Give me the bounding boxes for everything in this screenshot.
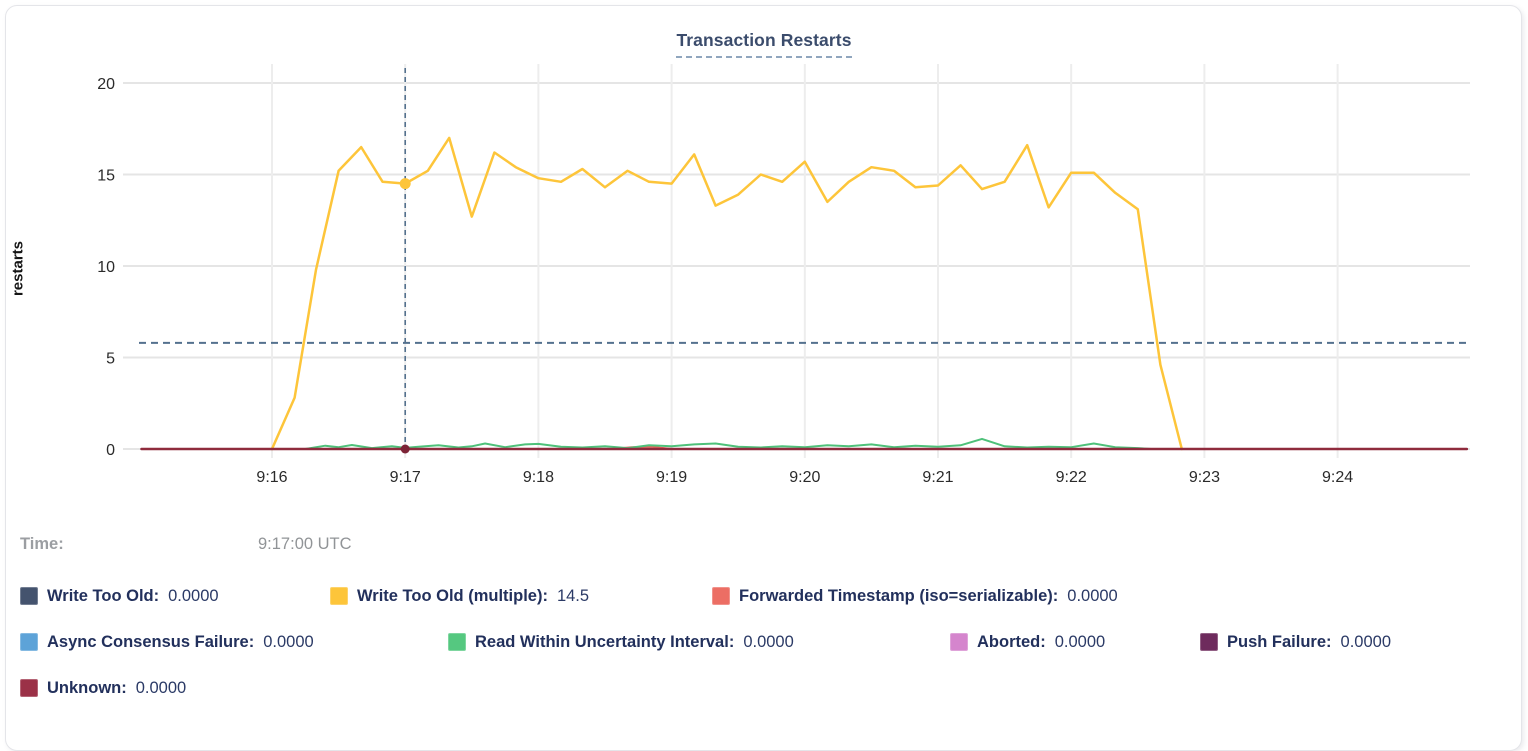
chart-legend: Write Too Old: 0.0000 Write Too Old (multi…	[20, 584, 1510, 722]
legend-label: Write Too Old:	[47, 586, 160, 605]
legend-swatch	[950, 633, 968, 651]
legend-label: Push Failure:	[1227, 632, 1332, 651]
legend-value: 0.0000	[1340, 632, 1391, 651]
legend-swatch	[330, 587, 348, 605]
transaction-restarts-chart[interactable]: 0 5 10 15 20 9:16 9:17 9:18 9:19 9:20 9:21 9:22 9:23…	[0, 0, 1528, 520]
legend-label: Async Consensus Failure:	[47, 632, 255, 651]
chart-title[interactable]: Transaction Restarts	[676, 30, 852, 58]
legend-item: Aborted: 0.0000	[950, 633, 1200, 652]
time-label: Time:	[20, 535, 64, 553]
svg-text:9:19: 9:19	[656, 469, 687, 486]
legend-label: Write Too Old (multiple):	[357, 586, 548, 605]
chart-header: Transaction Restarts	[0, 30, 1528, 58]
legend-value: 0.0000	[1054, 632, 1106, 651]
time-value: 9:17:00 UTC	[258, 535, 352, 553]
legend-item: Forwarded Timestamp (iso=serializable): 0…	[712, 587, 1118, 606]
svg-text:20: 20	[97, 76, 115, 93]
legend-value: 0.0000	[263, 632, 314, 651]
legend-value: 0.0000	[168, 586, 219, 605]
legend-label: Forwarded Timestamp (iso=serializable):	[739, 586, 1059, 605]
legend-item: Push Failure: 0.0000	[1200, 633, 1391, 652]
svg-text:0: 0	[106, 442, 115, 459]
svg-text:10: 10	[97, 259, 115, 276]
legend-row: Write Too Old: 0.0000 Write Too Old (multi…	[20, 584, 1510, 608]
legend-swatch	[1200, 633, 1218, 651]
legend-item: Write Too Old: 0.0000	[20, 587, 330, 606]
svg-text:9:24: 9:24	[1322, 469, 1353, 486]
svg-text:15: 15	[97, 168, 115, 185]
legend-label: Unknown:	[47, 678, 127, 697]
legend-swatch	[20, 587, 38, 605]
svg-text:9:17: 9:17	[390, 469, 421, 486]
legend-item: Write Too Old (multiple): 14.5	[330, 587, 712, 606]
legend-row: Async Consensus Failure: 0.0000 Read Withi…	[20, 630, 1510, 654]
legend-item: Unknown: 0.0000	[20, 679, 186, 698]
legend-value: 14.5	[556, 586, 590, 605]
svg-text:9:23: 9:23	[1189, 469, 1220, 486]
svg-text:5: 5	[106, 351, 115, 368]
legend-row: Unknown: 0.0000	[20, 676, 1510, 700]
legend-swatch	[20, 633, 38, 651]
chart-card	[5, 5, 1522, 751]
svg-text:9:20: 9:20	[789, 469, 820, 486]
legend-swatch	[712, 587, 730, 605]
svg-text:9:16: 9:16	[256, 469, 287, 486]
svg-text:9:22: 9:22	[1056, 469, 1087, 486]
legend-swatch	[20, 679, 38, 697]
svg-text:9:21: 9:21	[922, 469, 953, 486]
legend-label: Read Within Uncertainty Interval:	[475, 632, 735, 651]
legend-value: 0.0000	[743, 632, 794, 651]
legend-value: 0.0000	[1067, 586, 1118, 605]
legend-value: 0.0000	[135, 678, 187, 697]
svg-text:9:18: 9:18	[523, 469, 554, 486]
hover-time-row: Time: 9:17:00 UTC	[20, 535, 720, 559]
legend-item: Read Within Uncertainty Interval: 0.0000	[448, 633, 950, 652]
legend-item: Async Consensus Failure: 0.0000	[20, 633, 448, 652]
legend-swatch	[448, 633, 466, 651]
legend-label: Aborted:	[977, 632, 1046, 651]
